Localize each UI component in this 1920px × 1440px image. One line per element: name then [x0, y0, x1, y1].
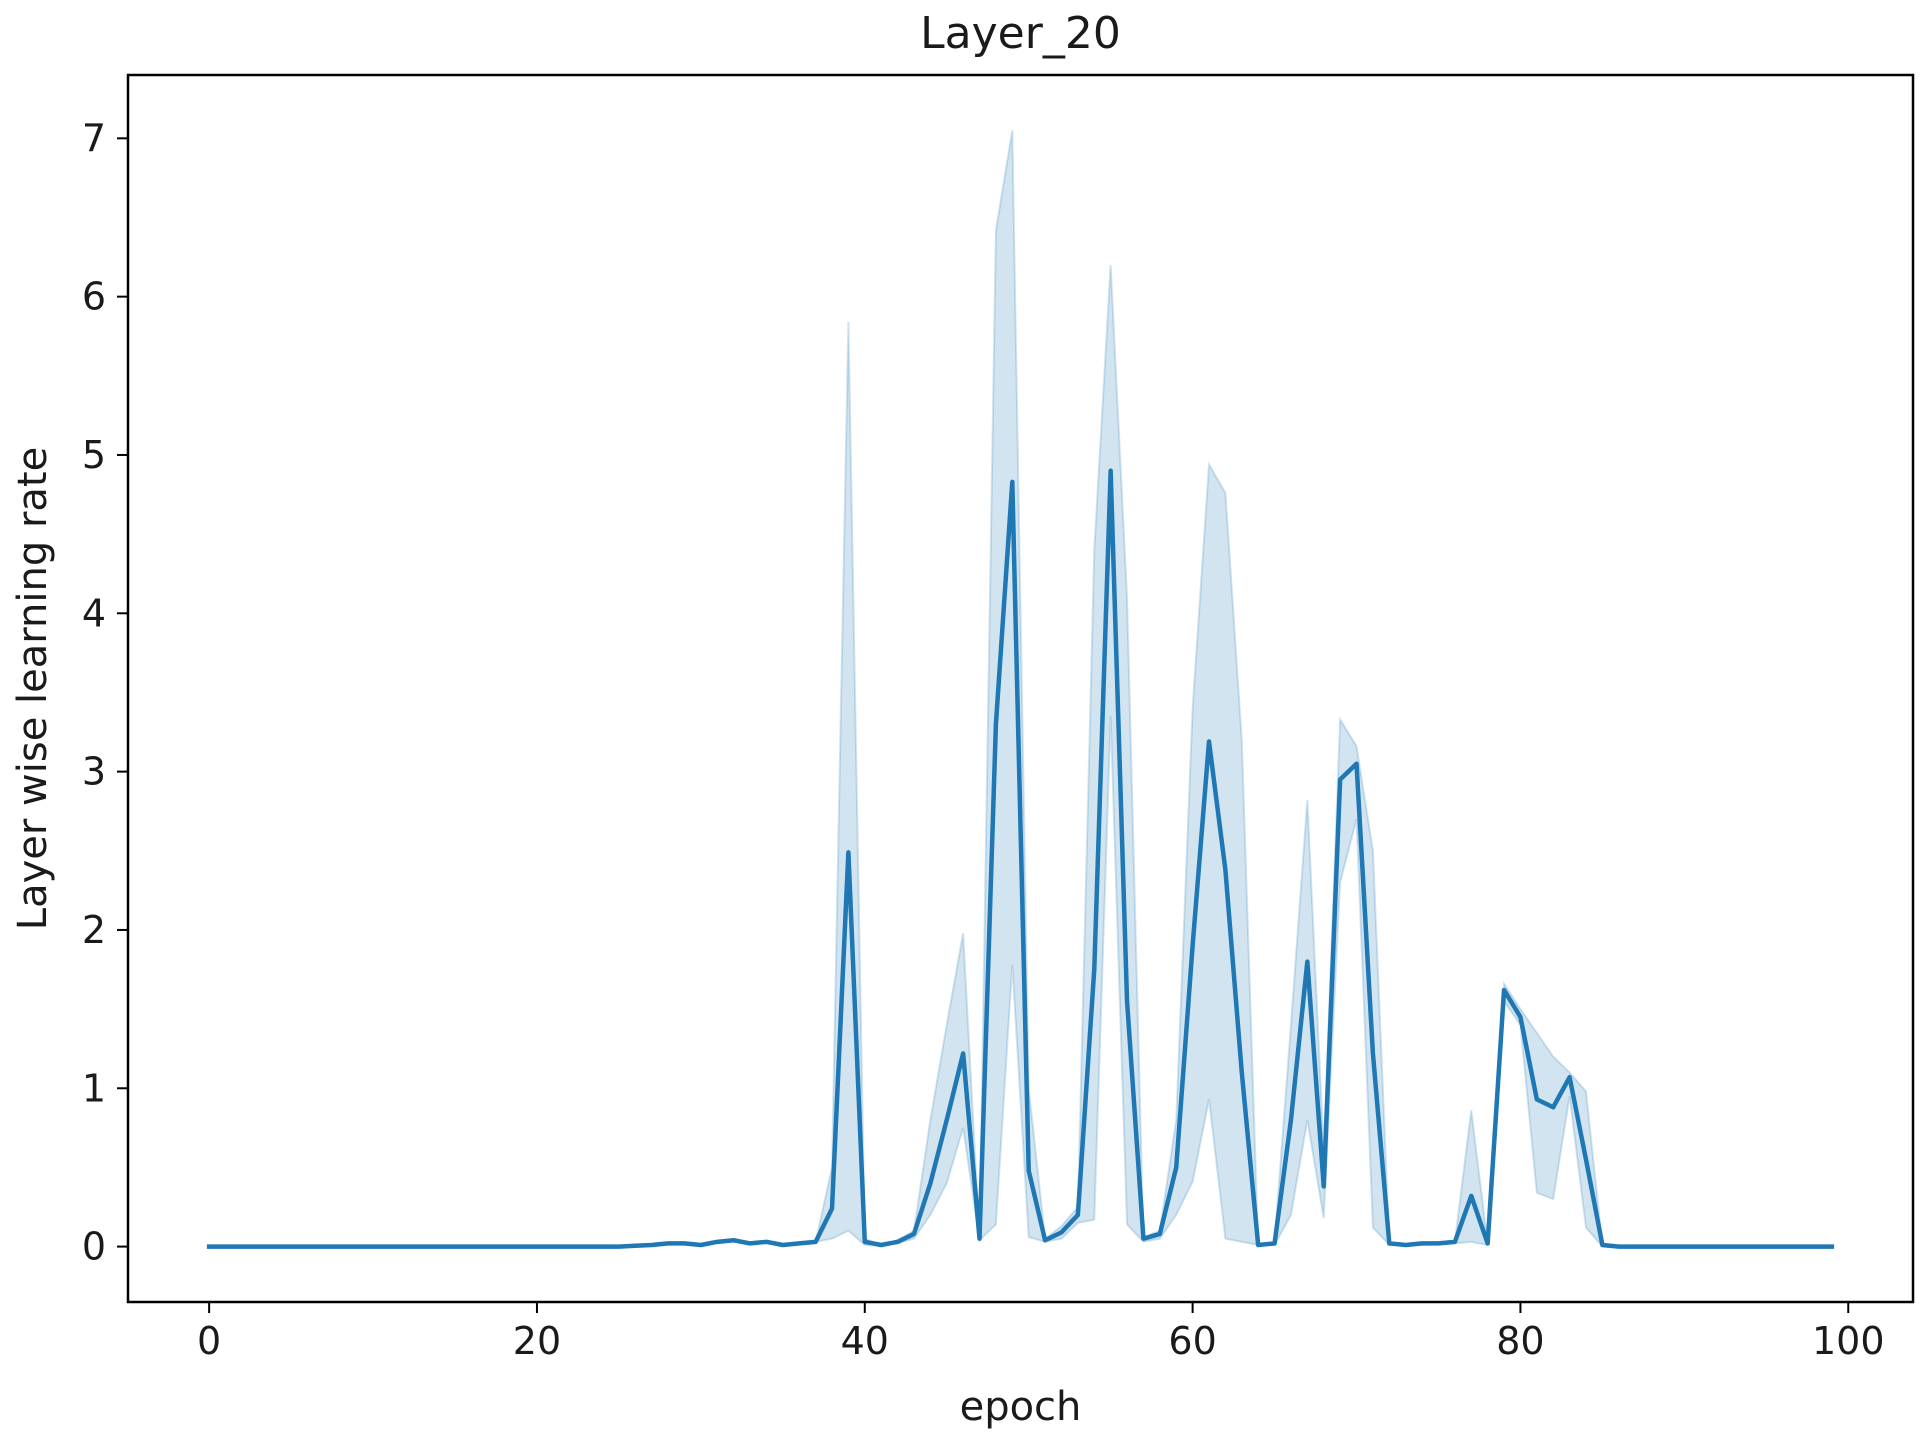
x-tick-label: 60 — [1168, 1319, 1216, 1363]
x-tick-label: 40 — [841, 1319, 889, 1363]
y-tick-label: 4 — [82, 591, 106, 635]
y-tick-label: 5 — [82, 433, 106, 477]
y-tick-label: 6 — [82, 275, 106, 319]
y-tick-label: 1 — [82, 1066, 106, 1110]
y-tick-label: 2 — [82, 908, 106, 952]
y-tick-label: 7 — [82, 116, 106, 160]
axis-ticks: 0 20 40 60 80 100 0 1 2 3 4 5 6 7 — [82, 116, 1885, 1363]
y-axis-label: Layer wise learning rate — [10, 447, 56, 930]
plot-area — [126, 73, 1915, 1304]
x-tick-label: 0 — [197, 1319, 221, 1363]
axes-frame — [126, 73, 1915, 1304]
x-tick-label: 100 — [1812, 1319, 1885, 1363]
chart-title: Layer_20 — [920, 8, 1121, 59]
x-tick-label: 80 — [1496, 1319, 1544, 1363]
x-tick-label: 20 — [513, 1319, 561, 1363]
y-tick-label: 0 — [82, 1225, 106, 1269]
y-tick-label: 3 — [82, 750, 106, 794]
series-0-line — [206, 468, 1835, 1249]
x-axis-label: epoch — [960, 1384, 1082, 1430]
